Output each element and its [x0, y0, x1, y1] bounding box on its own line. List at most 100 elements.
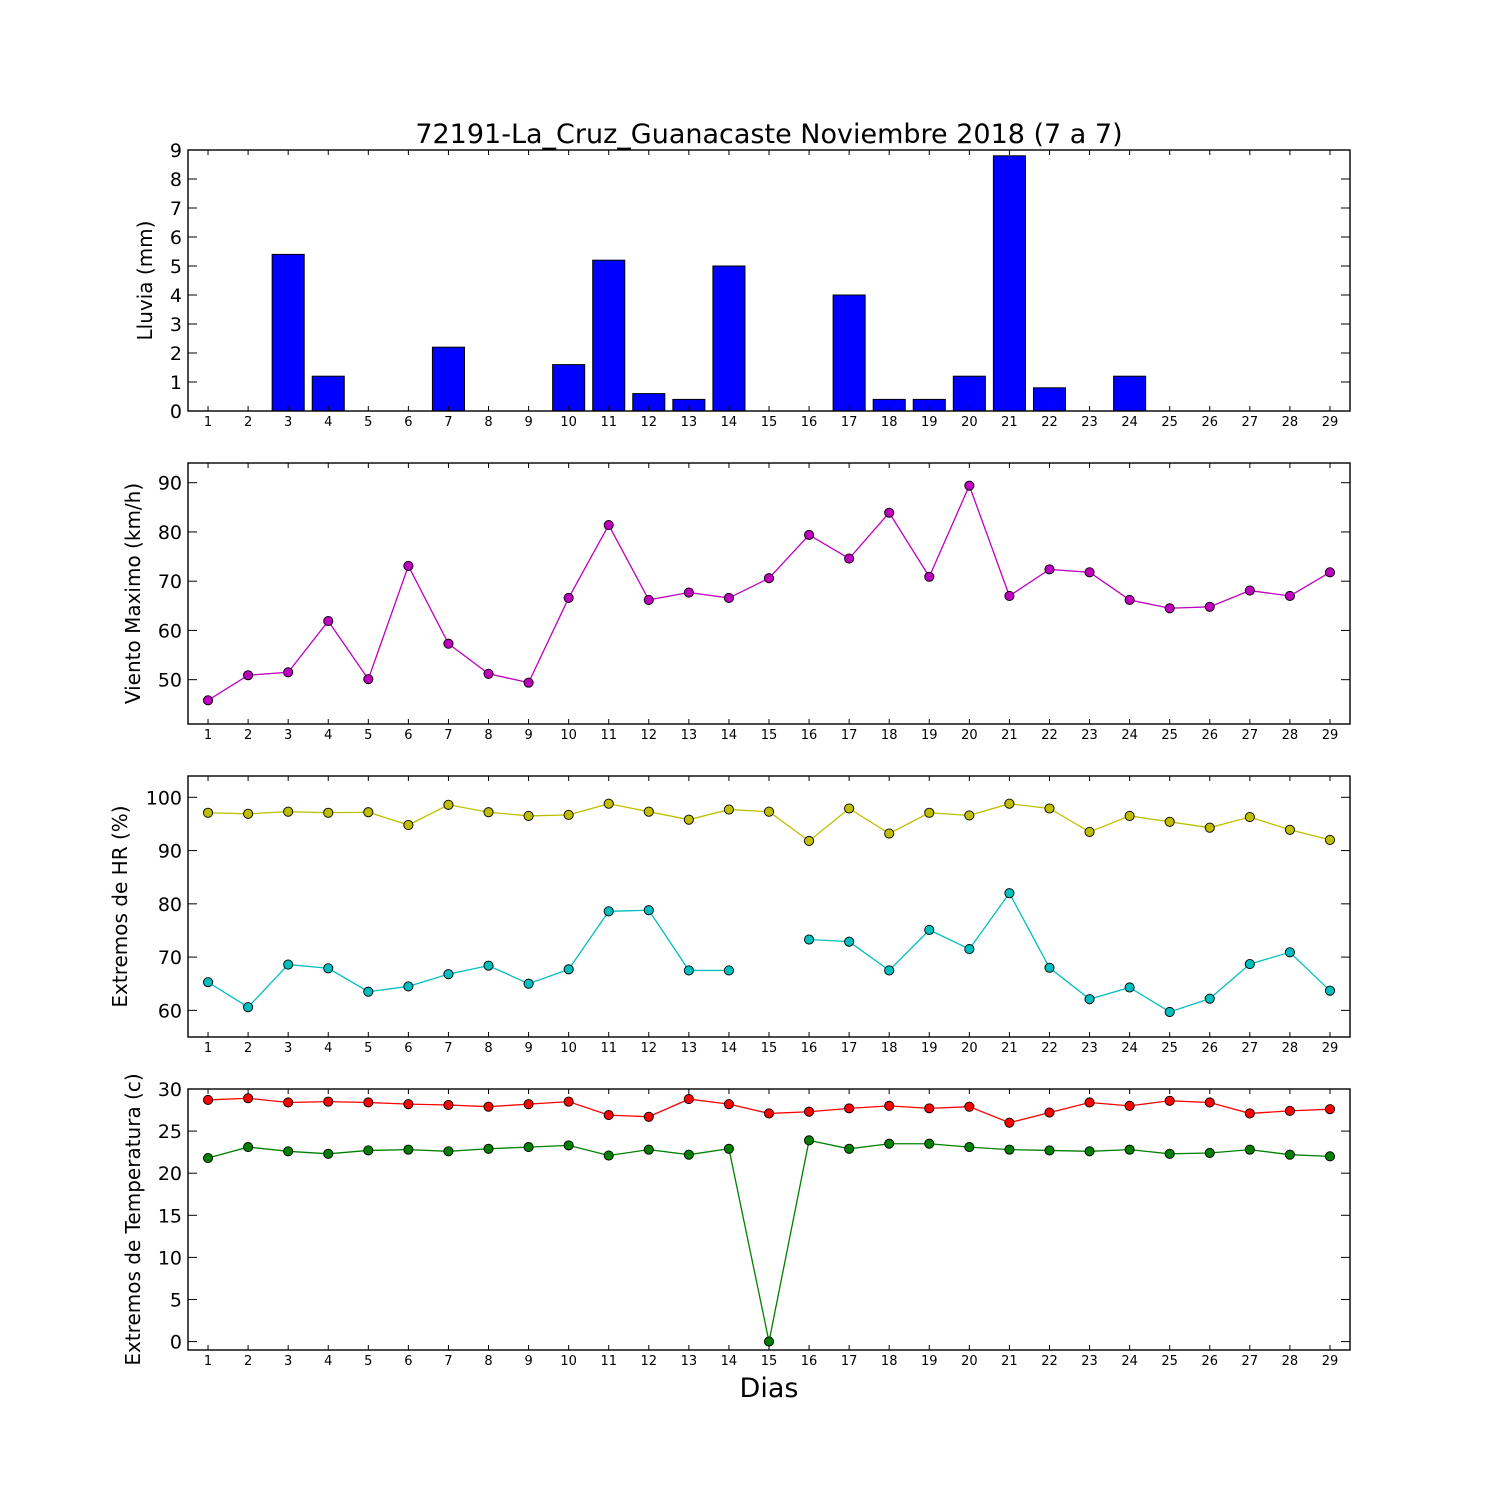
data-point	[283, 959, 294, 970]
data-point	[1004, 1117, 1015, 1128]
data-point	[202, 807, 214, 818]
x-tick-label: 22	[1041, 728, 1058, 743]
x-tick-label: 21	[1001, 1354, 1018, 1369]
data-point	[283, 1146, 294, 1157]
x-tick-label: 13	[681, 728, 698, 743]
data-point	[844, 936, 855, 947]
data-point	[1084, 826, 1095, 837]
data-point	[1244, 1108, 1255, 1119]
data-point	[202, 695, 214, 706]
data-point	[283, 806, 294, 817]
data-point	[363, 674, 374, 685]
x-tick-label: 14	[721, 728, 738, 743]
data-point	[964, 480, 975, 491]
x-tick-label: 6	[404, 728, 412, 743]
y-tick-label: 90	[158, 473, 182, 495]
x-tick-label: 3	[284, 415, 292, 430]
data-point	[683, 587, 694, 598]
data-point	[683, 1094, 694, 1105]
data-point	[403, 981, 414, 992]
data-point	[443, 1146, 454, 1157]
data-point	[323, 616, 334, 627]
data-point	[443, 799, 454, 810]
bar	[832, 294, 866, 412]
x-tick-label: 8	[484, 415, 492, 430]
data-point	[884, 507, 895, 518]
x-tick-label: 27	[1242, 1354, 1259, 1369]
data-point	[763, 806, 775, 817]
y-tick-label: 80	[158, 522, 182, 544]
data-point	[1324, 1151, 1336, 1162]
x-tick-label: 28	[1282, 415, 1299, 430]
data-point	[603, 798, 614, 809]
data-point	[1044, 962, 1055, 973]
x-tick-label: 5	[364, 728, 372, 743]
x-tick-label: 12	[641, 415, 658, 430]
x-axis-label: Dias	[740, 1373, 799, 1404]
data-point	[323, 1148, 334, 1159]
y-tick-label: 5	[170, 256, 182, 278]
data-point	[884, 965, 895, 976]
x-tick-label: 22	[1041, 415, 1058, 430]
x-tick-label: 19	[921, 728, 938, 743]
data-point	[563, 1140, 574, 1151]
data-point	[1084, 567, 1095, 578]
x-tick-label: 19	[921, 1041, 938, 1056]
x-tick-label: 3	[284, 1041, 292, 1056]
y-tick-label: 90	[158, 841, 182, 863]
data-point	[523, 1099, 534, 1110]
data-point	[1084, 994, 1095, 1005]
data-point	[483, 807, 494, 818]
x-tick-label: 16	[801, 415, 818, 430]
y-tick-label: 9	[170, 140, 182, 162]
bar	[311, 375, 345, 412]
data-point	[202, 977, 214, 988]
data-point	[884, 1100, 895, 1111]
data-point	[683, 1149, 694, 1160]
data-point	[483, 668, 494, 679]
bar	[271, 253, 305, 412]
y-tick-label: 50	[158, 670, 182, 692]
x-tick-label: 12	[641, 728, 658, 743]
x-tick-label: 26	[1201, 728, 1218, 743]
plot-area	[188, 150, 1350, 411]
data-point	[403, 1099, 414, 1110]
x-tick-label: 29	[1322, 728, 1339, 743]
y-tick-label: 8	[170, 169, 182, 191]
x-tick-label: 2	[244, 1041, 252, 1056]
x-tick-label: 26	[1201, 415, 1218, 430]
data-point	[804, 1106, 815, 1117]
data-point	[723, 804, 734, 815]
y-tick-label: 80	[158, 894, 182, 916]
x-tick-label: 29	[1322, 415, 1339, 430]
bar	[552, 364, 586, 412]
data-point	[563, 964, 574, 975]
x-tick-label: 24	[1121, 1354, 1138, 1369]
data-point	[924, 807, 935, 818]
y-tick-label: 70	[158, 947, 182, 969]
data-point	[1044, 564, 1055, 575]
x-tick-label: 3	[284, 1354, 292, 1369]
data-point	[924, 1138, 935, 1149]
data-point	[924, 1103, 935, 1114]
data-point	[243, 1002, 254, 1013]
bar	[712, 265, 746, 412]
data-point	[1044, 1107, 1055, 1118]
x-tick-label: 1	[204, 415, 212, 430]
data-point	[1044, 1145, 1055, 1156]
x-tick-label: 24	[1121, 728, 1138, 743]
data-point	[1324, 834, 1336, 845]
x-tick-label: 1	[204, 728, 212, 743]
x-tick-label: 18	[881, 1041, 898, 1056]
data-point	[924, 924, 935, 935]
x-tick-label: 5	[364, 1041, 372, 1056]
bar	[431, 346, 465, 412]
panel-4: 1 2 3 4 5 6 7 8 9 10 11 12 13 14 15 16 17 18 19 20 21 22 23 24 2…	[121, 1073, 1351, 1369]
x-tick-label: 11	[600, 1354, 617, 1369]
x-tick-label: 20	[961, 415, 978, 430]
data-point	[844, 803, 855, 814]
x-tick-label: 11	[600, 728, 617, 743]
data-point	[1084, 1097, 1095, 1108]
data-point	[323, 963, 334, 974]
data-point	[1004, 1144, 1015, 1155]
